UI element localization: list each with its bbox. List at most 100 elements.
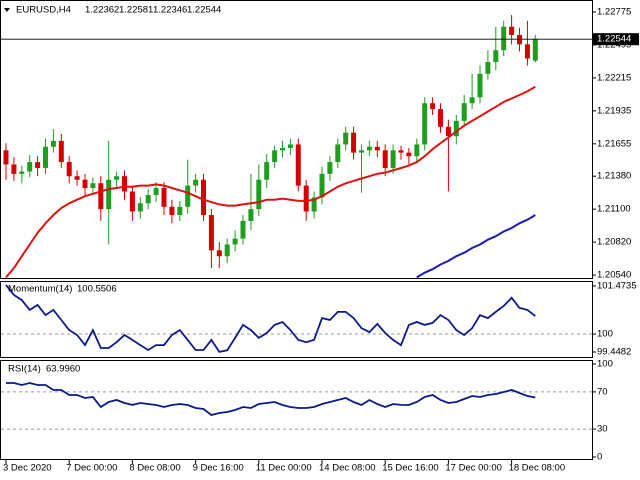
candle-body (161, 187, 167, 207)
candle-body (335, 144, 341, 163)
candle-body (272, 150, 278, 163)
candle-body (422, 103, 428, 145)
candle-body (114, 176, 120, 180)
candle-body (256, 179, 262, 210)
candle-body (216, 250, 222, 257)
candle-body (438, 109, 443, 127)
candle-body (185, 185, 191, 207)
momentum-title: Momentum(14) (8, 284, 72, 295)
y-tick-label: 1.21935 (597, 105, 631, 116)
candle-body (390, 150, 396, 168)
y-tick-label: 30 (597, 424, 608, 435)
candle-body (319, 173, 325, 198)
y-tick-label: 1.22775 (597, 7, 631, 18)
indicator-line (6, 382, 536, 416)
candle-body (35, 162, 41, 168)
candle-body (122, 176, 127, 192)
candle-body (485, 62, 491, 74)
collapse-icon[interactable] (4, 8, 10, 12)
candle-body (524, 44, 530, 59)
candle-body (19, 171, 25, 174)
candle-body (280, 147, 285, 151)
candle-body (453, 120, 459, 137)
symbol-label: EURUSD,H4 (16, 5, 71, 16)
candle-body (224, 244, 230, 257)
current-price-box (593, 33, 639, 46)
moving-average-line (416, 214, 536, 279)
y-tick-label: 101.4735 (597, 281, 637, 292)
candle-body (351, 132, 357, 153)
candle-body (201, 179, 206, 216)
candle-body (98, 183, 104, 210)
candle-body (532, 39, 538, 61)
candle-body (145, 195, 151, 204)
candle-body (232, 238, 238, 245)
moving-average-line (5, 85, 536, 279)
candle-body (359, 150, 364, 153)
ohlc-low: 1.22346 (153, 5, 187, 16)
candle-body (264, 162, 270, 180)
candle-body (66, 162, 72, 177)
candle-body (493, 50, 499, 63)
rsi-value: 63.9960 (46, 364, 80, 375)
candle-body (193, 179, 199, 186)
x-tick-label: 17 Dec 00:00 (445, 463, 502, 474)
main-panel-frame (0, 0, 593, 279)
candle-body (169, 206, 175, 216)
candle-body (50, 140, 56, 147)
candle-body (509, 26, 515, 35)
candle-body (366, 146, 372, 151)
x-tick-label: 8 Dec 08:00 (129, 463, 180, 474)
y-tick-label: 1.21100 (597, 204, 631, 215)
x-tick-label: 9 Dec 16:00 (193, 463, 244, 474)
x-tick-label: 3 Dec 2020 (3, 463, 52, 474)
x-tick-label: 15 Dec 16:00 (382, 463, 439, 474)
candle-body (327, 162, 333, 174)
candle-body (58, 140, 64, 163)
candle-body (430, 103, 436, 110)
candle-body (311, 197, 317, 212)
y-tick-label: 100 (597, 329, 613, 340)
candle-body (303, 185, 309, 212)
ohlc-open: 1.22362 (85, 5, 119, 16)
candle-body (3, 150, 9, 165)
candle-body (414, 144, 420, 157)
y-tick-label: 100 (597, 359, 613, 370)
candle-body (240, 220, 246, 239)
candle-body (382, 150, 388, 168)
candle-body (129, 191, 135, 212)
x-tick-label: 7 Dec 00:00 (66, 463, 117, 474)
indicator-line (5, 284, 536, 353)
candle-body (295, 144, 301, 186)
ohlc-close: 1.22544 (187, 5, 221, 16)
candle-body (43, 146, 48, 168)
candle-body (153, 187, 159, 196)
candle-body (398, 150, 404, 153)
y-tick-label: 0 (597, 452, 602, 463)
candle-body (287, 144, 293, 148)
candle-body (517, 34, 522, 45)
candle-body (106, 179, 112, 210)
candle-body (27, 162, 33, 172)
y-tick-label: 1.20540 (597, 270, 631, 281)
y-tick-label: 70 (597, 386, 608, 397)
candle-body (11, 164, 17, 174)
y-tick-label: 1.20820 (597, 237, 631, 248)
rsi-panel-frame (0, 360, 593, 460)
candle-body (461, 103, 467, 121)
ohlc-high: 1.22581 (119, 5, 153, 16)
candle-body (74, 176, 80, 180)
candle-body (374, 146, 380, 151)
rsi-title: RSI(14) (8, 364, 41, 375)
candle-body (445, 126, 451, 137)
candle-body (469, 97, 475, 104)
candle-body (208, 215, 214, 251)
x-tick-label: 14 Dec 08:00 (319, 463, 376, 474)
x-tick-label: 18 Dec 08:00 (509, 463, 566, 474)
candle-body (248, 209, 254, 221)
candle-body (137, 203, 143, 212)
candle-body (90, 183, 96, 188)
y-tick-label: 1.22215 (597, 72, 631, 83)
